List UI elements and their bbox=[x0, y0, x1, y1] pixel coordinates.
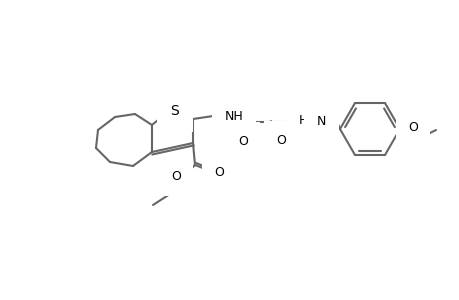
Text: O: O bbox=[213, 166, 224, 178]
Text: O: O bbox=[407, 121, 417, 134]
Text: O: O bbox=[238, 134, 247, 148]
Text: O: O bbox=[275, 134, 285, 146]
Text: HN: HN bbox=[298, 113, 317, 127]
Text: S: S bbox=[170, 104, 179, 118]
Text: NH: NH bbox=[224, 110, 243, 122]
Text: N: N bbox=[316, 115, 326, 128]
Text: O: O bbox=[171, 170, 180, 184]
